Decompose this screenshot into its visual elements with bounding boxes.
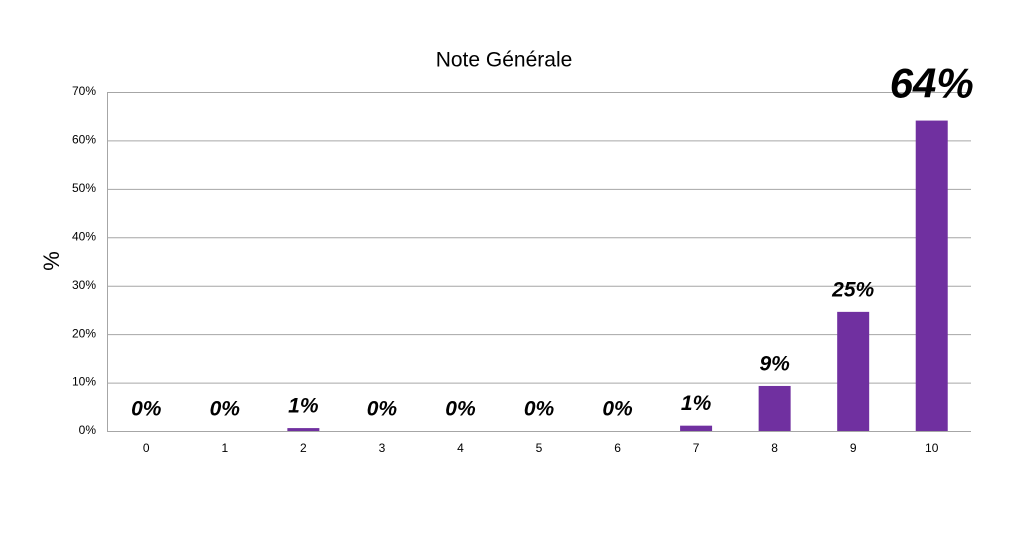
data-label: 0% <box>210 398 241 421</box>
y-tick-label: 0% <box>79 423 97 437</box>
x-tick-label: 5 <box>536 441 543 455</box>
bar <box>287 428 320 431</box>
y-tick-label: 50% <box>72 181 96 195</box>
x-tick-label: 8 <box>771 441 778 455</box>
y-tick-label: 70% <box>72 84 96 98</box>
bar <box>680 425 713 431</box>
x-tick-label: 6 <box>614 441 621 455</box>
y-tick-label: 20% <box>72 326 96 340</box>
data-label: 9% <box>759 353 790 376</box>
bar <box>915 120 948 431</box>
x-tick-label: 9 <box>850 441 857 455</box>
data-label: 0% <box>602 398 633 421</box>
y-tick-label: 30% <box>72 278 96 292</box>
data-label: 25% <box>831 278 874 301</box>
chart-title: Note Générale <box>436 49 573 72</box>
y-tick-label: 10% <box>72 375 96 389</box>
data-label: 0% <box>445 398 476 421</box>
x-tick-label: 10 <box>925 441 939 455</box>
bar <box>758 385 791 431</box>
x-tick-label: 1 <box>221 441 228 455</box>
y-tick-label: 60% <box>72 133 96 147</box>
x-tick-label: 3 <box>379 441 386 455</box>
x-tick-label: 2 <box>300 441 307 455</box>
y-tick-label: 40% <box>72 229 96 243</box>
data-label: 0% <box>367 398 398 421</box>
data-label: 0% <box>131 398 162 421</box>
data-label: 1% <box>288 395 319 418</box>
x-tick-label: 7 <box>693 441 700 455</box>
x-tick-label: 4 <box>457 441 464 455</box>
y-axis-label: % <box>39 251 64 271</box>
bar <box>837 311 870 431</box>
data-label: 1% <box>681 392 712 415</box>
data-label: 0% <box>524 398 555 421</box>
data-label: 64% <box>890 60 974 107</box>
x-tick-label: 0 <box>143 441 150 455</box>
